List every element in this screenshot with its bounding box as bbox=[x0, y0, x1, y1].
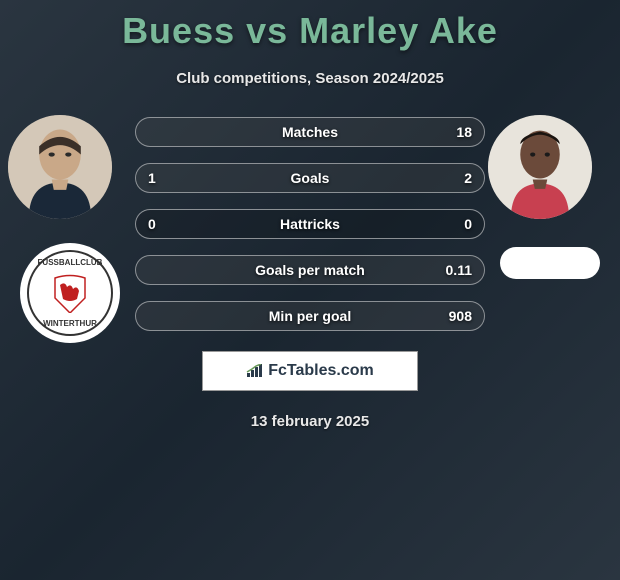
stat-label: Goals per match bbox=[255, 262, 365, 278]
club-crest-icon bbox=[45, 273, 95, 313]
player-left-avatar bbox=[8, 115, 112, 219]
stat-row: 1 Goals 2 bbox=[135, 163, 485, 193]
stat-value-right: 0.11 bbox=[446, 262, 472, 278]
stat-label: Hattricks bbox=[280, 216, 340, 232]
stat-label: Min per goal bbox=[269, 308, 351, 324]
subtitle: Club competitions, Season 2024/2025 bbox=[0, 70, 620, 87]
brand-label: FcTables.com bbox=[268, 362, 374, 380]
player-left-club-badge: FUSSBALLCLUB WINTERTHUR bbox=[20, 243, 120, 343]
stat-label: Matches bbox=[282, 124, 338, 140]
club-text-bottom: WINTERTHUR bbox=[43, 319, 97, 328]
stat-value-left: 0 bbox=[148, 216, 156, 232]
brand-chart-icon bbox=[246, 364, 264, 378]
player-right-avatar bbox=[488, 115, 592, 219]
brand-box: FcTables.com bbox=[202, 351, 418, 391]
stat-fill-right bbox=[251, 164, 484, 192]
stat-label: Goals bbox=[291, 170, 330, 186]
stat-row: Min per goal 908 bbox=[135, 301, 485, 331]
stats-container: Matches 18 1 Goals 2 0 Hattricks 0 Goals per mat… bbox=[135, 115, 485, 331]
stat-row: 0 Hattricks 0 bbox=[135, 209, 485, 239]
page-title: Buess vs Marley Ake bbox=[0, 0, 620, 52]
comparison-content: FUSSBALLCLUB WINTERTHUR Matches 18 1 Goals 2… bbox=[0, 115, 620, 331]
stat-value-left: 1 bbox=[148, 170, 156, 186]
stat-value-right: 0 bbox=[464, 216, 472, 232]
stat-row: Goals per match 0.11 bbox=[135, 255, 485, 285]
club-text-top: FUSSBALLCLUB bbox=[38, 258, 103, 267]
avatar-placeholder-icon bbox=[488, 115, 592, 219]
stat-value-right: 2 bbox=[464, 170, 472, 186]
avatar-placeholder-icon bbox=[8, 115, 112, 219]
date-label: 13 february 2025 bbox=[0, 413, 620, 430]
stat-value-right: 908 bbox=[449, 308, 472, 324]
stat-value-right: 18 bbox=[456, 124, 472, 140]
stat-row: Matches 18 bbox=[135, 117, 485, 147]
player-right-club-badge bbox=[500, 247, 600, 279]
